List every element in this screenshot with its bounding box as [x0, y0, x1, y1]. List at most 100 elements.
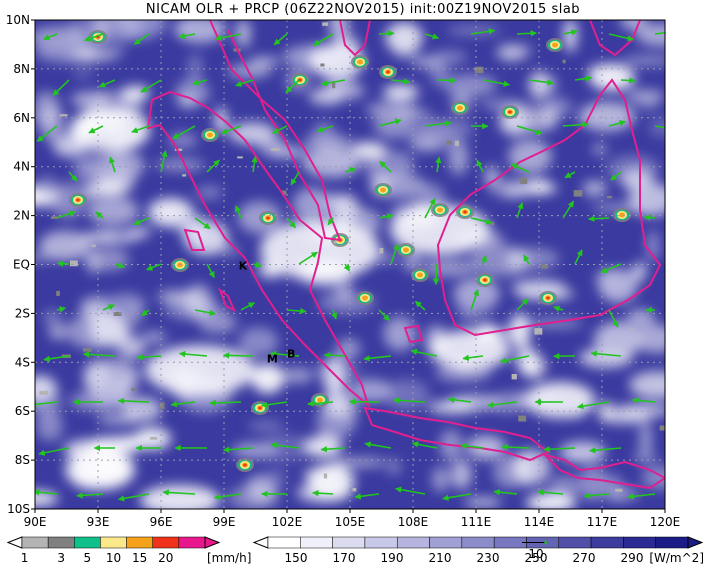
light-rain-patch	[281, 190, 287, 195]
wind-arrow	[331, 309, 338, 320]
cloud-blob	[621, 55, 665, 66]
precip-cell	[351, 55, 369, 69]
lon-tick-label: 114E	[524, 515, 555, 529]
wind-arrow	[562, 29, 578, 36]
wind-arrow	[562, 200, 575, 219]
olr-colorbar-swatch	[364, 536, 398, 549]
borneo-coastline	[436, 78, 662, 337]
cloud-blob	[329, 458, 388, 467]
cloud-mass	[70, 108, 150, 152]
cloud-blob	[446, 25, 502, 36]
lesser-sunda-coastline	[541, 453, 665, 490]
wind-arrow	[480, 255, 487, 265]
wind-arrow	[35, 489, 58, 496]
wind-arrow	[608, 120, 627, 127]
cloud-blob	[519, 43, 534, 58]
light-rain-patch	[541, 264, 548, 269]
lon-tick-label: 117E	[587, 515, 618, 529]
wind-arrow	[432, 263, 440, 286]
wind-arrow	[460, 442, 484, 450]
wind-arrow	[343, 263, 351, 272]
light-rain-patch	[56, 290, 60, 296]
wind-arrow	[192, 79, 208, 86]
light-rain-patch	[322, 22, 329, 26]
precip-cell	[501, 105, 519, 119]
wind-arrow	[133, 33, 150, 45]
cloud-blob	[82, 184, 129, 196]
lat-tick-label: 4S	[15, 355, 30, 369]
wind-arrow	[285, 79, 300, 94]
cloud-blob	[563, 20, 577, 53]
light-rain-patch	[659, 425, 665, 431]
cloud-blob	[322, 389, 352, 415]
precip-colorbar-swatch	[152, 536, 180, 549]
light-rain-patch	[534, 328, 543, 335]
cloud-blob	[515, 344, 538, 374]
thailand-coastline	[339, 20, 371, 57]
lon-tick-label: 96E	[150, 515, 173, 529]
wind-arrow	[378, 118, 402, 127]
olr-colorbar-tick: 170	[333, 551, 356, 565]
cloud-blob	[292, 187, 331, 222]
cloud-blob	[383, 84, 419, 101]
wind-arrow	[501, 443, 530, 451]
wind-arrow	[627, 493, 656, 500]
olr-colorbar-swatch	[590, 536, 624, 549]
cloud-blob	[463, 498, 502, 507]
axis-ticks: 90E 93E 96E 99E 102E 105E 108E 111E 114E 117E 120E…	[6, 13, 681, 529]
reference-wind-label: 10	[528, 547, 543, 561]
wind-arrow	[516, 125, 543, 135]
cloud-blob	[257, 136, 287, 155]
precip-cell	[259, 211, 277, 225]
light-rain-patch	[131, 387, 136, 391]
cloud-blob	[430, 58, 449, 87]
precip-cell	[476, 273, 494, 287]
lat-tick-label: 6N	[13, 111, 30, 125]
cloud-blob	[594, 321, 643, 358]
light-rain-patch	[59, 114, 68, 117]
light-rain-patch	[520, 177, 528, 184]
cloud-blob	[635, 324, 665, 354]
small-island-2	[217, 287, 236, 313]
precip-cell	[251, 401, 269, 415]
wind-arrow	[499, 355, 530, 364]
light-rain-patch	[446, 140, 452, 145]
cloud-blob	[128, 227, 152, 238]
cloud-blob	[195, 186, 223, 199]
lat-tick-label: 6S	[15, 404, 30, 418]
wind-arrow	[379, 160, 392, 173]
map-title: NICAM OLR + PRCP (06Z22NOV2015) init:00Z…	[145, 2, 581, 17]
wind-arrow	[108, 156, 116, 173]
cloud-blob	[39, 230, 91, 261]
wind-arrow	[95, 211, 104, 219]
precip-colorbar-tick: 1	[21, 551, 29, 565]
wind-arrow	[312, 489, 334, 497]
light-rain-patch	[83, 348, 92, 352]
wind-arrow	[42, 33, 58, 41]
precip-colorbar-swatch	[126, 536, 153, 549]
cloud-blob	[322, 82, 365, 99]
cloud-blob	[598, 268, 638, 303]
wind-arrow	[252, 261, 262, 268]
wind-arrow	[378, 309, 391, 322]
cloud-blob	[608, 487, 640, 501]
cloud-blob	[128, 304, 143, 328]
wind-arrow	[117, 493, 150, 502]
cloud-blob	[646, 229, 660, 262]
wind-arrow	[553, 305, 564, 312]
wind-arrow	[234, 205, 242, 219]
wind-arrow	[608, 33, 635, 42]
cloud-blob	[455, 285, 496, 318]
light-rain-patch	[70, 260, 78, 267]
cloud-blob	[100, 231, 114, 241]
cloud-blob	[194, 20, 215, 28]
precip-cell	[546, 38, 564, 52]
wind-arrow	[482, 79, 511, 87]
precip-colorbar-swatch	[21, 536, 49, 549]
light-rain-patch	[333, 240, 337, 244]
cloud-blob	[525, 493, 577, 509]
precip-colorbar: 1 3 5 10 15 20 [mm/h]	[6, 536, 251, 565]
cloud-blob	[43, 310, 62, 326]
cloud-blob	[247, 420, 284, 432]
